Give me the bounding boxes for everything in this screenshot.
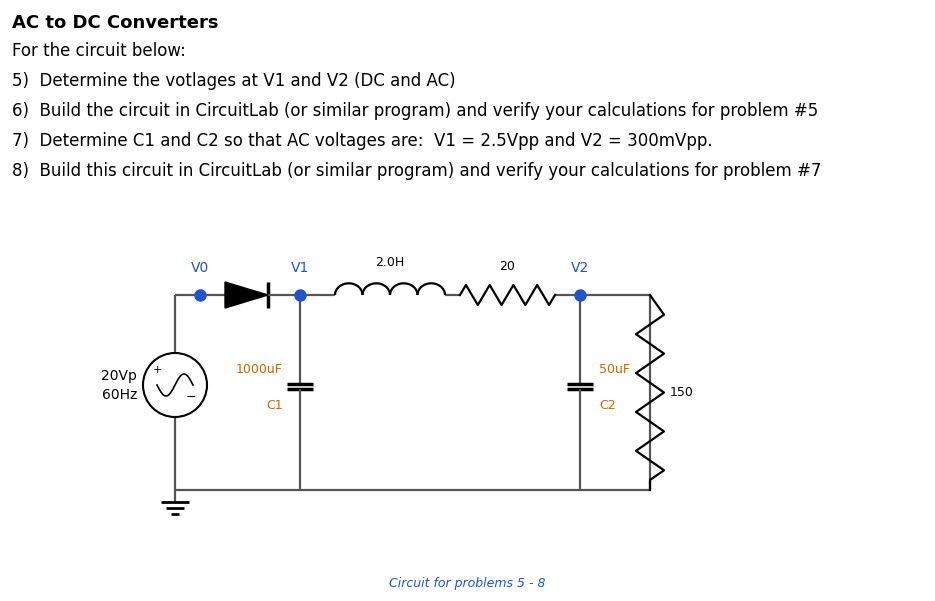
Text: V0: V0 bbox=[191, 261, 209, 275]
Text: 50uF: 50uF bbox=[599, 363, 630, 376]
Text: 5)  Determine the votlages at V1 and V2 (DC and AC): 5) Determine the votlages at V1 and V2 (… bbox=[12, 72, 455, 90]
Text: Circuit for problems 5 - 8: Circuit for problems 5 - 8 bbox=[389, 576, 545, 590]
Text: 20: 20 bbox=[499, 260, 515, 273]
Text: 6)  Build the circuit in CircuitLab (or similar program) and verify your calcula: 6) Build the circuit in CircuitLab (or s… bbox=[12, 102, 818, 120]
Text: 7)  Determine C1 and C2 so that AC voltages are:  V1 = 2.5Vpp and V2 = 300mVpp.: 7) Determine C1 and C2 so that AC voltag… bbox=[12, 132, 712, 150]
Text: C1: C1 bbox=[266, 399, 283, 412]
Text: V1: V1 bbox=[291, 261, 309, 275]
Text: −: − bbox=[186, 391, 196, 403]
Text: 150: 150 bbox=[670, 386, 694, 399]
Text: 20Vp: 20Vp bbox=[101, 369, 137, 383]
Text: 60Hz: 60Hz bbox=[102, 388, 137, 402]
Text: For the circuit below:: For the circuit below: bbox=[12, 42, 186, 60]
Text: C2: C2 bbox=[599, 399, 615, 412]
Text: AC to DC Converters: AC to DC Converters bbox=[12, 14, 219, 32]
Text: 2.0H: 2.0H bbox=[375, 256, 405, 269]
Text: +: + bbox=[152, 365, 162, 375]
Text: V2: V2 bbox=[571, 261, 589, 275]
Polygon shape bbox=[225, 282, 268, 308]
Text: 8)  Build this circuit in CircuitLab (or similar program) and verify your calcul: 8) Build this circuit in CircuitLab (or … bbox=[12, 162, 821, 180]
Text: 1000uF: 1000uF bbox=[237, 363, 283, 376]
